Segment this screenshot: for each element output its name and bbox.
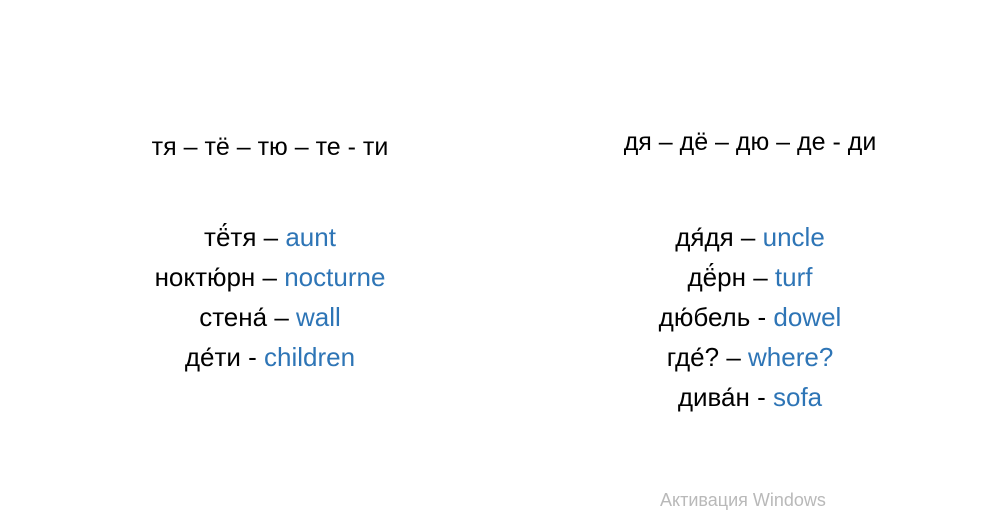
left-column: тя – тё – тю – те - ти: [60, 132, 480, 162]
windows-activation-watermark: Активация Windows: [660, 490, 826, 510]
separator: -: [750, 302, 774, 332]
left-word-list: тё́тя – aunt ноктю́рн – nocturne стена́ …: [60, 217, 480, 377]
russian-word: дю́бель: [658, 302, 751, 332]
right-column: дя – дё – дю – де - ди: [540, 127, 960, 157]
separator: –: [256, 222, 286, 252]
russian-word: ноктю́рн: [154, 262, 256, 292]
separator: –: [719, 342, 749, 372]
separator: -: [240, 342, 265, 372]
translation: aunt: [285, 222, 336, 252]
right-syllable-header: дя – дё – дю – де - ди: [623, 128, 877, 156]
left-syllable-header: тя – тё – тю – те - ти: [151, 133, 389, 161]
russian-word: стена́: [199, 302, 268, 332]
translation: children: [264, 342, 356, 372]
translation: dowel: [773, 302, 842, 332]
translation: nocturne: [284, 262, 386, 292]
russian-word: дя́дя: [675, 222, 734, 252]
separator: -: [749, 382, 773, 412]
russian-word: де́ти: [184, 342, 241, 372]
separator: –: [255, 262, 285, 292]
russian-word: дё́рн: [687, 262, 746, 292]
translation: sofa: [773, 382, 823, 412]
word-row: тё́тя – aunt: [60, 217, 480, 257]
separator: –: [267, 302, 297, 332]
russian-word: где́?: [666, 342, 720, 372]
word-row: дё́рн – turf: [540, 257, 960, 297]
translation: where?: [748, 342, 834, 372]
word-row: где́? – where?: [540, 337, 960, 377]
translation: wall: [296, 302, 341, 332]
translation: turf: [774, 262, 813, 292]
word-row: стена́ – wall: [60, 297, 480, 337]
word-row: дя́дя – uncle: [540, 217, 960, 257]
separator: –: [733, 222, 763, 252]
separator: –: [745, 262, 775, 292]
word-row: дива́н - sofa: [540, 377, 960, 417]
russian-word: дива́н: [677, 382, 750, 412]
translation: uncle: [762, 222, 825, 252]
word-row: де́ти - children: [60, 337, 480, 377]
russian-word: тё́тя: [204, 222, 257, 252]
word-row: ноктю́рн – nocturne: [60, 257, 480, 297]
right-word-list: дя́дя – uncle дё́рн – turf дю́бель - dow…: [540, 217, 960, 417]
word-row: дю́бель - dowel: [540, 297, 960, 337]
